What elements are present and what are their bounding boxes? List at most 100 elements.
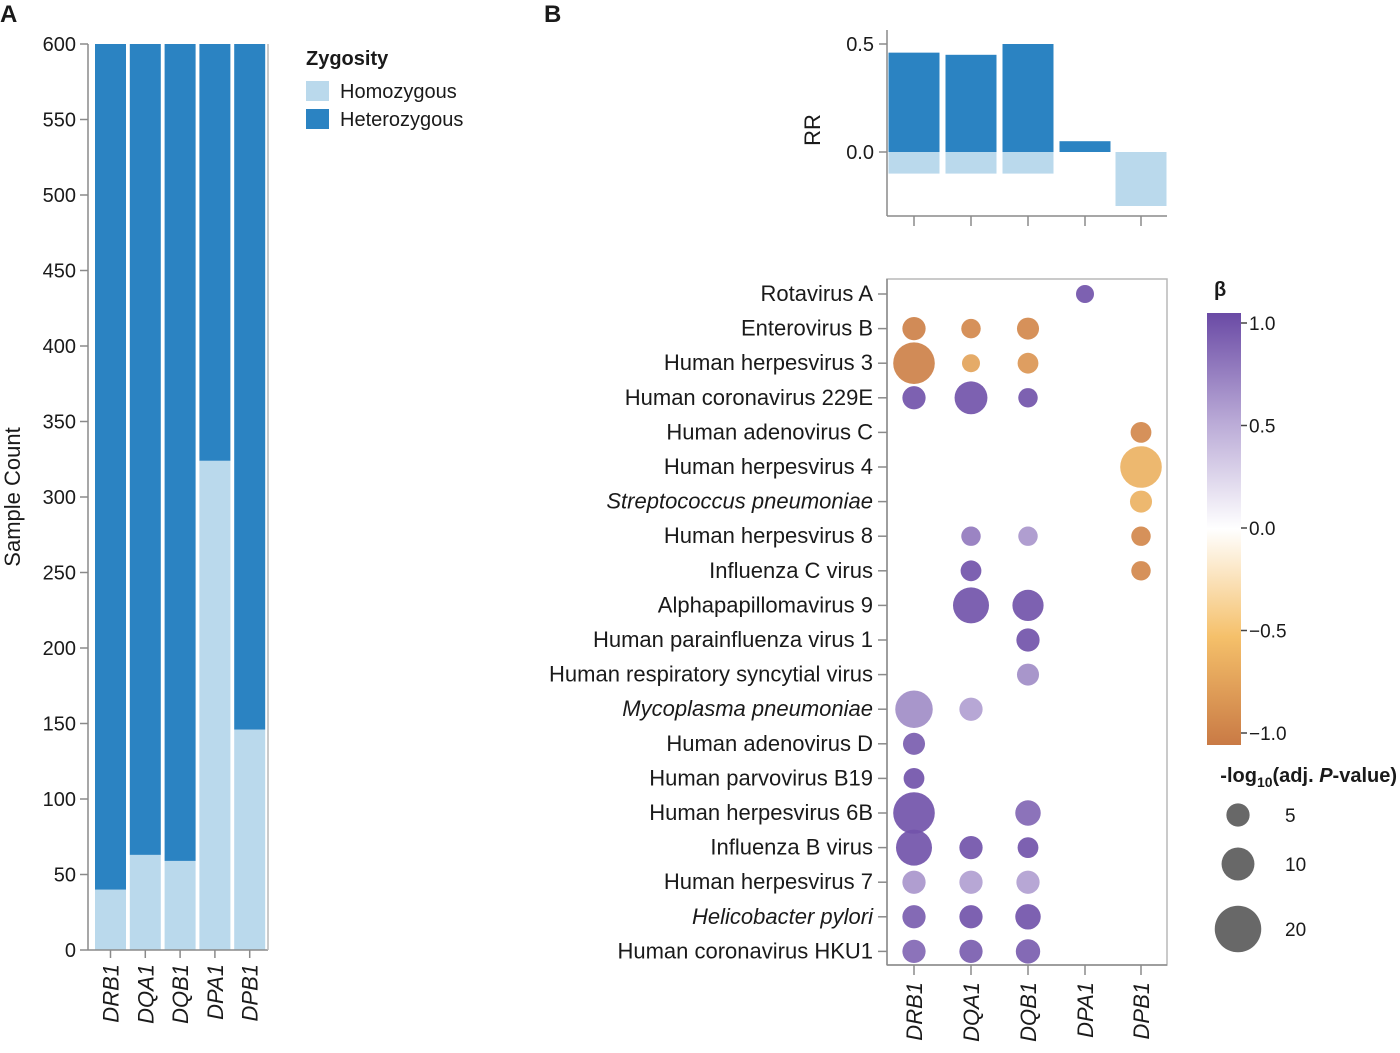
row-label-rotavirus-a: Rotavirus A <box>761 281 874 306</box>
rr-bar-homozygous-drb1 <box>888 152 940 174</box>
dot-human-herpesvirus-8-dpb1 <box>1131 526 1151 546</box>
dot-human-coronavirus-229e-dqa1 <box>954 381 988 415</box>
bar-heterozygous-dqa1 <box>129 44 161 855</box>
size-legend-title: -log10(adj. P-value) <box>1220 765 1397 790</box>
bar-homozygous-dpa1 <box>199 460 231 950</box>
dot-human-herpesvirus-8-dqb1 <box>1018 526 1038 546</box>
dot-influenza-b-virus-dqb1 <box>1017 837 1039 858</box>
size-legend-circle-10 <box>1221 847 1255 881</box>
dot-mycoplasma-pneumoniae-drb1 <box>895 690 933 728</box>
size-legend-circle-20 <box>1214 905 1262 953</box>
size-legend-items: 5 10 20 <box>1214 803 1306 953</box>
beta-tick-label: −0.5 <box>1249 622 1287 643</box>
dot-enterovirus-b-dqb1 <box>1016 317 1040 340</box>
dot-human-parvovirus-b19-drb1 <box>903 768 925 789</box>
y-tick-label: 500 <box>43 185 76 207</box>
beta-legend-title: β <box>1214 279 1226 301</box>
dot-x-tick-label-dqa1: DQA1 <box>959 982 984 1042</box>
x-tick-label-dqa1: DQA1 <box>133 964 158 1024</box>
row-label-human-herpesvirus-3: Human herpesvirus 3 <box>664 350 873 375</box>
dot-human-respiratory-syncytial-virus-dqb1 <box>1016 663 1040 686</box>
dot-helicobacter-pylori-drb1 <box>902 905 926 929</box>
dot-alphapapillomavirus-9-dqa1 <box>952 587 990 624</box>
dot-influenza-b-virus-dqa1 <box>959 835 983 860</box>
y-tick-label: 100 <box>43 789 76 811</box>
y-tick-label: 400 <box>43 336 76 358</box>
dot-influenza-c-virus-dpb1 <box>1131 561 1151 581</box>
dot-rotavirus-a-dpa1 <box>1075 284 1095 304</box>
dot-human-parainfluenza-virus-1-dqb1 <box>1016 628 1040 652</box>
dot-human-herpesvirus-7-dqa1 <box>959 870 983 894</box>
panel-b-dot-plot: Rotavirus A Enterovirus B Human herpesviru… <box>549 278 1168 1042</box>
row-label-human-herpesvirus-4: Human herpesvirus 4 <box>664 454 873 479</box>
row-label-human-adenovirus-d: Human adenovirus D <box>666 731 873 756</box>
x-tick-label-drb1: DRB1 <box>99 964 124 1023</box>
y-tick-label: 600 <box>43 34 76 56</box>
pvalue-size-legend: -log10(adj. P-value) 5 10 20 <box>1214 765 1397 953</box>
rr-bar-homozygous-dqa1 <box>945 152 997 174</box>
dot-helicobacter-pylori-dqb1 <box>1015 904 1041 930</box>
dot-x-tick-label-dpa1: DPA1 <box>1073 982 1098 1038</box>
row-label-human-coronavirus-hku1: Human coronavirus HKU1 <box>617 938 873 963</box>
dot-plot-points <box>893 284 1162 964</box>
y-tick-label: 150 <box>43 714 76 736</box>
rr-bar-homozygous-dpb1 <box>1115 152 1167 206</box>
dot-helicobacter-pylori-dqa1 <box>959 905 983 929</box>
dot-influenza-c-virus-dqa1 <box>960 560 982 582</box>
dot-human-herpesvirus-7-dqb1 <box>1016 870 1040 894</box>
dot-x-tick-label-dqb1: DQB1 <box>1016 982 1041 1042</box>
legend-label-heterozygous: Heterozygous <box>340 109 463 131</box>
row-label-human-herpesvirus-6b: Human herpesvirus 6B <box>649 800 873 825</box>
rr-y-axis-label: RR <box>800 114 825 146</box>
zygosity-legend-title: Zygosity <box>306 48 389 70</box>
panel-label-a: A <box>0 1 17 28</box>
dot-human-coronavirus-hku1-drb1 <box>902 939 926 964</box>
rr-bar-heterozygous-dqa1 <box>945 54 997 152</box>
row-label-influenza-b-virus: Influenza B virus <box>710 835 873 860</box>
y-tick-label: 200 <box>43 638 76 660</box>
bar-heterozygous-dqb1 <box>164 44 196 861</box>
size-legend-label: 20 <box>1285 920 1306 941</box>
beta-color-ticks: 1.0 0.5 0.0 −0.5 −1.0 <box>1241 314 1287 745</box>
panel-b-rr-bar-chart: 0.0 0.5 RR <box>800 30 1167 226</box>
panel-a-y-axis-label: Sample Count <box>0 427 25 566</box>
dot-enterovirus-b-drb1 <box>902 316 926 341</box>
rr-y-ticks: 0.0 0.5 <box>846 34 887 164</box>
y-tick-label: 350 <box>43 412 76 434</box>
beta-color-legend: β 1.0 0.5 0.0 −0.5 −1.0 <box>1207 279 1287 745</box>
bar-homozygous-dpb1 <box>234 729 266 950</box>
x-tick-label-dpb1: DPB1 <box>238 964 263 1021</box>
panel-label-b: B <box>544 1 561 28</box>
dot-human-coronavirus-229e-dqb1 <box>1018 388 1038 408</box>
row-label-alphapapillomavirus-9: Alphapapillomavirus 9 <box>658 592 873 617</box>
dot-plot-x-ticks: DRB1 DQA1 DQB1 DPA1 DPB1 <box>902 965 1154 1042</box>
row-label-influenza-c-virus: Influenza C virus <box>709 558 873 583</box>
row-label-human-coronavirus-229e: Human coronavirus 229E <box>625 385 873 410</box>
rr-y-tick-label: 0.5 <box>846 34 874 56</box>
row-label-human-herpesvirus-8: Human herpesvirus 8 <box>664 523 873 548</box>
dot-x-tick-label-drb1: DRB1 <box>902 982 927 1041</box>
beta-tick-label: −1.0 <box>1249 724 1287 745</box>
rr-bars <box>888 44 1167 206</box>
beta-tick-label: 1.0 <box>1249 314 1275 335</box>
rr-bar-heterozygous-dqb1 <box>1002 44 1054 152</box>
row-label-human-respiratory-syncytial-virus: Human respiratory syncytial virus <box>549 662 873 687</box>
bar-homozygous-dqa1 <box>129 854 161 950</box>
panel-a-y-ticks: 0 50 100 150 200 250 300 350 400 450 500 550 600 <box>43 34 88 962</box>
dot-plot-frame <box>886 278 1168 966</box>
dot-human-coronavirus-hku1-dqa1 <box>959 939 983 964</box>
dot-human-herpesvirus-6b-dqb1 <box>1015 800 1041 826</box>
row-label-mycoplasma-pneumoniae: Mycoplasma pneumoniae <box>622 696 873 721</box>
y-tick-label: 450 <box>43 261 76 283</box>
dot-human-herpesvirus-3-dqb1 <box>1017 352 1039 374</box>
panel-a-bars <box>95 44 266 950</box>
row-label-helicobacter-pylori: Helicobacter pylori <box>692 904 874 929</box>
dot-human-adenovirus-c-dpb1 <box>1130 422 1152 443</box>
legend-label-homozygous: Homozygous <box>340 81 457 103</box>
bar-heterozygous-dpb1 <box>234 44 266 730</box>
dot-alphapapillomavirus-9-dqb1 <box>1012 589 1044 622</box>
beta-color-bar <box>1207 313 1241 745</box>
rr-y-tick-label: 0.0 <box>846 142 874 164</box>
dot-mycoplasma-pneumoniae-dqa1 <box>959 697 983 721</box>
legend-swatch-homozygous <box>306 81 329 101</box>
